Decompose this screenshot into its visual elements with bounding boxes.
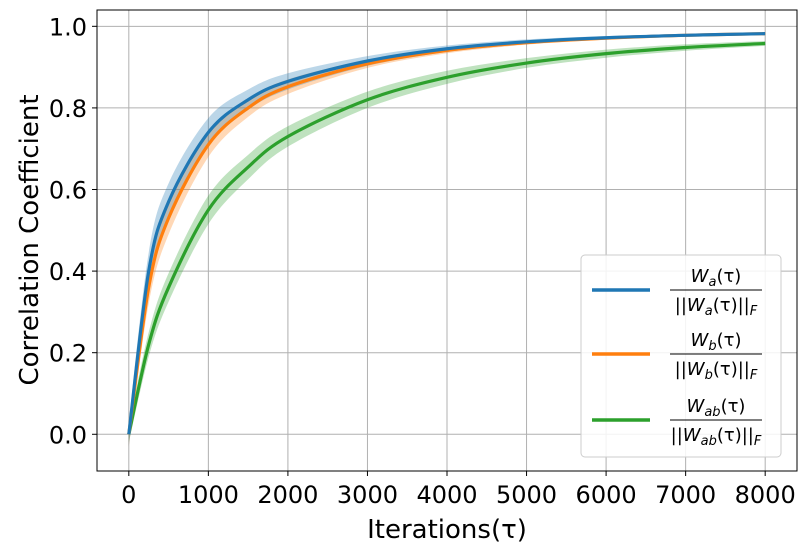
legend-numerator-2: Wab(τ) — [687, 396, 746, 420]
legend-box — [580, 254, 782, 458]
y-tick-label: 1.0 — [49, 13, 87, 41]
legend-denominator-1: ||Wb(τ)||F — [675, 359, 758, 383]
y-tick-label: 0.2 — [49, 340, 87, 368]
x-tick-label: 6000 — [576, 481, 637, 509]
x-tick-label: 0 — [121, 481, 136, 509]
x-tick-label: 5000 — [496, 481, 557, 509]
x-tick-label: 2000 — [257, 481, 318, 509]
x-tick-label: 3000 — [337, 481, 398, 509]
x-tick-label: 4000 — [416, 481, 477, 509]
series-lines — [127, 32, 766, 435]
confidence-bands — [128, 32, 766, 447]
legend-denominator-0: ||Wa(τ)||F — [675, 295, 758, 319]
axis-ticks: 0 1000 2000 3000 4000 5000 6000 7000 8000 0.0 0.2 0… — [49, 13, 796, 509]
y-axis-label: Correlation Coefficient — [15, 94, 45, 385]
legend-denominator-2: ||Wab(τ)||F — [671, 425, 762, 449]
legend: Wa(τ) ||Wa(τ)||F Wb(τ) ||Wb(τ)||F Wab(τ) ||Wa… — [580, 254, 782, 458]
y-tick-label: 0.8 — [49, 95, 87, 123]
x-axis-label: Iterations(τ) — [367, 515, 527, 545]
x-tick-label: 7000 — [655, 481, 716, 509]
x-tick-label: 1000 — [178, 481, 239, 509]
legend-numerator-1: Wb(τ) — [691, 330, 742, 354]
series-2-band — [128, 41, 766, 443]
y-tick-label: 0.0 — [49, 421, 87, 449]
y-tick-label: 0.4 — [49, 258, 87, 286]
series-0-line — [127, 32, 766, 435]
legend-numerator-0: Wa(τ) — [691, 266, 742, 290]
series-2-line — [127, 41, 766, 435]
x-tick-label: 8000 — [735, 481, 796, 509]
y-tick-label: 0.6 — [49, 177, 87, 205]
